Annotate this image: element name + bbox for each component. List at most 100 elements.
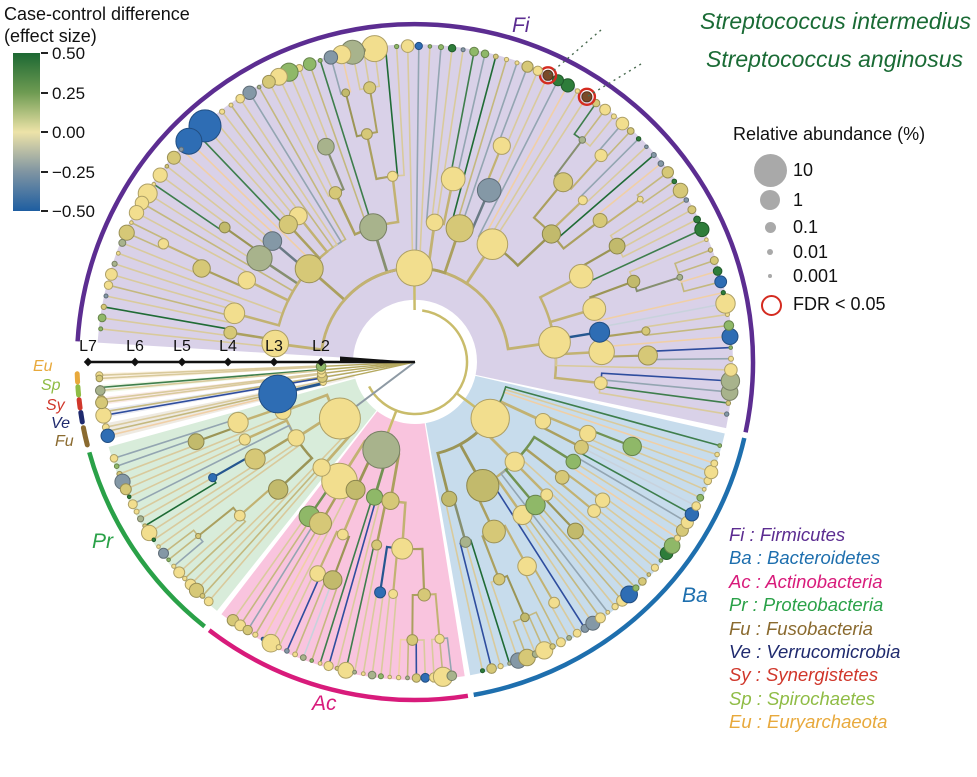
arc-label-spirochaetes: Sp	[41, 377, 61, 394]
leaf-node	[663, 537, 681, 555]
arc-label-synergistetes: Sy	[46, 397, 65, 414]
axis-diamond-tick	[130, 357, 140, 367]
leaf-node	[377, 673, 384, 680]
annotation-leader-line	[586, 63, 642, 98]
phylum-wedge-Pr	[108, 378, 377, 611]
leaf-node	[141, 524, 158, 542]
leaf-node	[129, 220, 134, 225]
annotation-streptococcus-intermedius: Streptococcus intermedius	[699, 8, 971, 34]
clade-node	[626, 274, 641, 289]
legend-row-actinobacteria: Ac : Actinobacteria	[729, 570, 883, 592]
clade-node	[261, 329, 290, 358]
colorbar-tick-0.25: 0.25	[52, 83, 86, 103]
legend-row-firmicutes: Fi : Firmicutes	[729, 524, 846, 545]
leaf-node	[98, 326, 104, 332]
clade-node	[336, 528, 349, 541]
leaf-node	[610, 113, 617, 120]
leaf-node	[635, 136, 642, 142]
clade-node	[434, 633, 445, 645]
leaf-node	[650, 563, 660, 572]
clade-node	[587, 504, 601, 518]
axis-label-L6: L6	[126, 338, 144, 355]
leaf-node	[100, 303, 107, 310]
leaf-node	[696, 493, 705, 502]
leaf-node	[532, 65, 543, 77]
leaf-node	[728, 345, 734, 350]
clade-node	[459, 536, 472, 548]
tree-nodes	[95, 35, 741, 687]
leaf-node	[704, 465, 719, 480]
axis-label-L7: L7	[79, 338, 97, 355]
clade-node	[574, 439, 589, 455]
fdr-threshold-label: FDR < 0.05	[793, 294, 886, 314]
clade-node	[593, 376, 608, 391]
leaf-node	[95, 396, 109, 410]
legend-row-verrucomicrobia: Ve : Verrucomicrobia	[729, 641, 901, 663]
leaf-node	[242, 85, 257, 101]
leaf-node	[542, 69, 554, 81]
leaf-node	[632, 584, 640, 592]
leaf-node	[611, 602, 619, 611]
clade-node	[440, 166, 466, 192]
leaf-node	[115, 250, 121, 256]
clade-node	[208, 473, 218, 483]
clade-node	[318, 397, 361, 440]
leaf-node	[414, 41, 423, 51]
clade-node	[361, 128, 373, 140]
leaf-node	[480, 49, 490, 59]
leaf-node	[317, 661, 323, 666]
legend-row-bacteroidetes: Ba : Bacteroidetes	[729, 547, 881, 569]
leaf-node	[560, 78, 575, 93]
clade-node	[482, 519, 506, 544]
clade-node	[237, 271, 257, 290]
leaf-node	[261, 633, 281, 653]
leaf-branch	[581, 446, 697, 507]
leaf-node	[650, 152, 657, 158]
leaf-node	[158, 547, 169, 559]
leaf-node	[704, 237, 709, 242]
colorbar-tick--0.50: −0.50	[52, 202, 96, 221]
clade-node	[268, 479, 289, 500]
fdr-significant-ring	[577, 87, 597, 107]
clade-node	[588, 338, 615, 366]
colorbar-tick-mark	[41, 210, 48, 212]
clade-node	[317, 137, 335, 156]
leaf-node	[228, 102, 234, 108]
leaf-node	[299, 654, 307, 661]
clade-node	[238, 433, 251, 446]
colorbar-tick-mark	[41, 91, 48, 94]
size-legend-label-0.001: 0.001	[793, 266, 839, 286]
clade-node	[589, 321, 611, 343]
leaf-node	[683, 197, 690, 203]
leaf-node	[446, 670, 458, 682]
clade-node	[195, 532, 202, 540]
clade-node	[608, 237, 626, 255]
clade-node	[233, 509, 246, 522]
phylum-legend: Fi : Firmicutes Ba : Bacteroidetes Ac : …	[729, 523, 900, 734]
leaf-node	[118, 224, 135, 241]
leaf-node	[723, 320, 735, 331]
clade-node	[541, 224, 562, 244]
level-axis-apex	[340, 356, 415, 362]
leaf-node	[182, 575, 188, 582]
leaf-node	[151, 537, 157, 543]
leaf-node	[133, 508, 140, 515]
leaf-node	[710, 459, 719, 468]
leaf-node	[411, 673, 422, 683]
leaf-node	[323, 50, 339, 65]
axis-diamond-tick	[316, 357, 326, 367]
axis-diamond-tick	[223, 357, 233, 367]
clade-node	[567, 522, 584, 540]
clade-node	[406, 634, 419, 646]
clade-node	[227, 411, 249, 434]
size-legend-circle-10	[753, 153, 787, 187]
leaf-branch	[168, 535, 199, 561]
leaf-node	[166, 150, 181, 165]
leaf-node	[103, 280, 114, 290]
leaf-node	[113, 463, 120, 470]
leaf-node	[171, 563, 177, 569]
clade-node	[636, 195, 644, 203]
clade-node	[309, 511, 332, 535]
size-legend-label-1: 1	[793, 190, 804, 210]
